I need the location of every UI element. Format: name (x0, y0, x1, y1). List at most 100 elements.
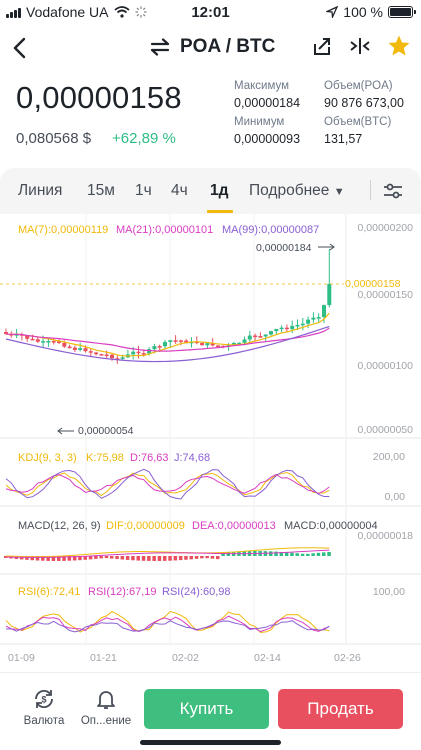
candle-body (147, 349, 152, 354)
candle-body (237, 342, 242, 345)
tab-1d[interactable]: 1д (210, 182, 229, 199)
indicator-ma21: MA(21):0,00000101 (116, 224, 214, 236)
candle-body (46, 340, 51, 343)
tab-line[interactable]: Линия (18, 182, 63, 199)
macd-dif-line (5, 547, 330, 558)
y-tick-100: 0,00000100 (357, 360, 413, 372)
macd-bar (88, 556, 93, 560)
high-marker-arrow (318, 243, 335, 251)
header: POA / BTC (0, 30, 421, 66)
compare-icon[interactable] (349, 35, 371, 57)
candle-body (30, 338, 35, 341)
tab-more-label: Подробнее (249, 182, 330, 199)
back-icon[interactable] (8, 34, 32, 62)
alerts-label: Оп...ение (80, 715, 132, 727)
tab-more[interactable]: Подробнее ▼ (249, 182, 345, 200)
stat-low: Минимум 0,00000093 (234, 116, 301, 146)
macd-bar (57, 556, 61, 561)
macd-bar (110, 556, 114, 559)
indicator-macd-dea: DEA:0,00000013 (192, 520, 276, 532)
buy-button[interactable]: Купить (144, 689, 269, 729)
rsi-tick-max: 100,00 (372, 586, 405, 598)
stat-volume-base: Объем(POA) 90 876 673,00 (324, 80, 404, 110)
macd-bar (173, 556, 178, 561)
ma99-line (5, 325, 330, 363)
candle-body (131, 351, 136, 355)
high-marker-label: 0,00000184 (256, 242, 312, 254)
loading-icon (135, 6, 147, 18)
share-icon[interactable] (311, 35, 333, 57)
currency-button[interactable]: $ Валюта (14, 687, 74, 731)
macd-bar (200, 556, 204, 559)
candle-body (99, 354, 104, 356)
candle-body (316, 317, 321, 319)
macd-bar (46, 556, 50, 561)
tab-1h[interactable]: 1ч (135, 182, 152, 199)
macd-bar (178, 556, 183, 561)
home-indicator (140, 740, 281, 745)
date-tick-4: 02-14 (254, 652, 281, 664)
dropdown-caret-icon: ▼ (333, 186, 345, 198)
rsi24-line (5, 620, 330, 633)
macd-bar (327, 551, 331, 556)
sell-button[interactable]: Продать (278, 689, 403, 729)
candle-body (327, 284, 332, 306)
chart-canvas[interactable] (0, 214, 421, 664)
candle-body (194, 341, 199, 344)
candle-body (35, 339, 40, 342)
battery-percent: 100 % (343, 4, 383, 20)
date-tick-5: 02-26 (334, 652, 361, 664)
price-chart[interactable]: MA(7):0,00000119 MA(21):0,00000101 MA(99… (0, 214, 421, 664)
indicator-kdj-k: K:75,98 (86, 452, 124, 464)
kdj-d-line (5, 473, 330, 494)
candle-body (72, 347, 77, 350)
macd-bar (120, 556, 125, 560)
y-tick-200: 0,00000200 (357, 222, 413, 234)
macd-bar (152, 556, 156, 561)
last-price: 0,00000158 (16, 80, 182, 115)
rsi6-line (5, 610, 330, 633)
stat-volume-quote: Объем(BTC) 131,57 (324, 116, 392, 146)
rsi12-line (5, 615, 330, 633)
indicator-ma99: MA(99):0,00000087 (222, 224, 320, 236)
macd-bar (41, 556, 45, 561)
candle-body (83, 348, 88, 352)
macd-tick: 0,00000018 (357, 530, 413, 542)
bottom-action-bar: $ Валюта Оп...ение Купить Продать (0, 672, 421, 750)
macd-bar (25, 556, 29, 560)
tab-15m[interactable]: 15м (87, 182, 115, 199)
macd-bar (184, 556, 188, 560)
macd-bar (210, 556, 215, 559)
indicator-ma7: MA(7):0,00000119 (18, 224, 109, 236)
kdj-tick-min: 0,00 (384, 491, 405, 503)
macd-bar (205, 556, 209, 559)
indicator-kdj-j: J:74,68 (174, 452, 211, 464)
candle-body (184, 340, 189, 344)
status-bar: Vodafone UA 12:01 100 % (0, 0, 421, 26)
candle-body (274, 328, 279, 332)
candle-body (163, 341, 167, 347)
chart-settings-icon[interactable] (382, 180, 404, 202)
macd-bar (51, 556, 56, 561)
macd-dea-line (5, 549, 330, 558)
alerts-button[interactable]: Оп...ение (76, 687, 136, 731)
indicator-rsi24: RSI(24):60,98 (162, 586, 231, 598)
favorite-star-icon[interactable] (387, 34, 411, 58)
active-tab-indicator (207, 210, 233, 213)
pair-title: POA / BTC (180, 36, 276, 57)
candle-body (173, 340, 178, 342)
candle-body (4, 332, 8, 335)
date-tick-2: 01-21 (90, 652, 117, 664)
candle-body (284, 327, 289, 330)
tab-4h[interactable]: 4ч (171, 182, 188, 199)
candle-body (205, 343, 210, 346)
candle-body (14, 334, 19, 336)
candle-body (115, 358, 120, 360)
candle-body (25, 335, 30, 339)
candle-body (210, 343, 215, 346)
candle-body (311, 317, 316, 320)
candle-body (57, 341, 61, 343)
candle-body (258, 336, 263, 338)
pair-selector[interactable]: POA / BTC (150, 36, 275, 58)
date-tick-3: 02-02 (172, 652, 199, 664)
